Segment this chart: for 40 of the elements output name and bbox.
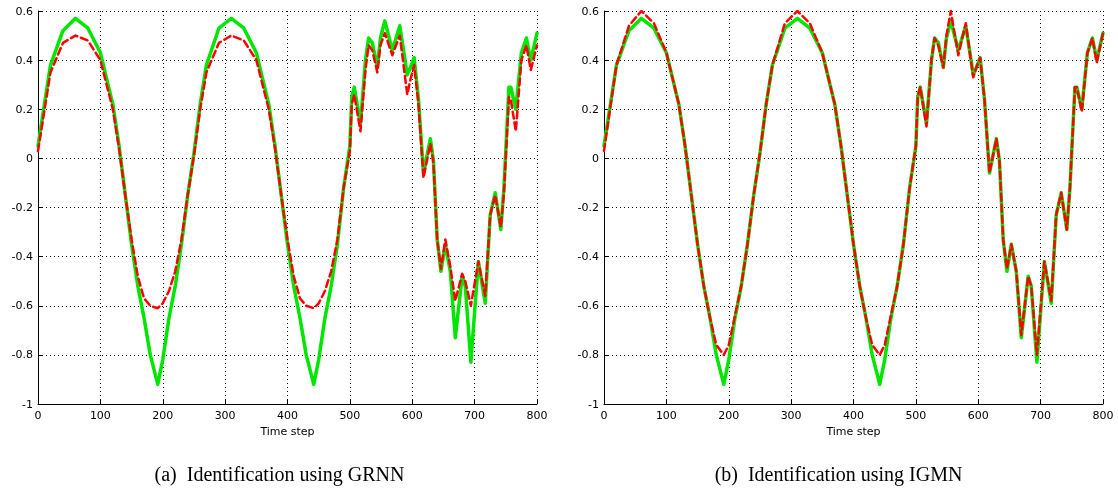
x-tick-label: 0 [600,409,608,422]
x-axis-title: Time step [259,425,315,438]
y-tick-label: -0.6 [577,299,599,313]
x-tick-label: 700 [1030,409,1052,422]
y-tick-label: 0.2 [15,102,33,116]
x-tick-label: 200 [152,409,174,422]
y-tick-label: -0.8 [11,348,33,362]
x-tick-label: 700 [464,409,486,422]
y-tick-label: 0 [592,151,599,165]
y-tick-label: -1 [588,397,599,411]
y-tick-label: -0.4 [577,250,599,264]
y-tick-label: -0.2 [577,201,599,214]
text: (a) Identification using GRNN [154,463,405,486]
y-tick-label: 0.4 [581,53,599,67]
y-tick-label: -0.2 [11,201,33,214]
y-tick-label: -0.6 [11,299,33,313]
x-tick-label: 600 [401,409,423,422]
x-tick-label: 300 [780,409,802,422]
x-tick-label: 100 [655,409,677,422]
x-tick-label: 200 [718,409,740,422]
y-tick-label: 0.2 [581,102,599,116]
x-tick-label: 400 [843,409,864,422]
y-tick-label: -1 [22,397,33,411]
x-tick-label: 800 [526,409,548,422]
x-tick-label: 400 [277,409,298,422]
x-tick-label: 300 [214,409,236,422]
y-tick-label: -0.4 [11,250,33,264]
x-tick-label: 100 [89,409,111,422]
text: (b) Identification using IGMN [714,463,963,486]
x-tick-label: 500 [905,409,927,422]
y-tick-label: 0.6 [581,4,599,18]
y-tick-label: -0.8 [577,348,599,362]
x-tick-label: 600 [967,409,989,422]
x-axis-title: Time step [825,425,881,438]
x-tick-label: 800 [1092,409,1114,422]
x-tick-label: 500 [339,409,361,422]
y-tick-label: 0 [26,151,33,165]
x-tick-label: 0 [34,409,42,422]
y-tick-label: 0.6 [15,4,33,18]
y-tick-label: 0.4 [15,53,33,67]
